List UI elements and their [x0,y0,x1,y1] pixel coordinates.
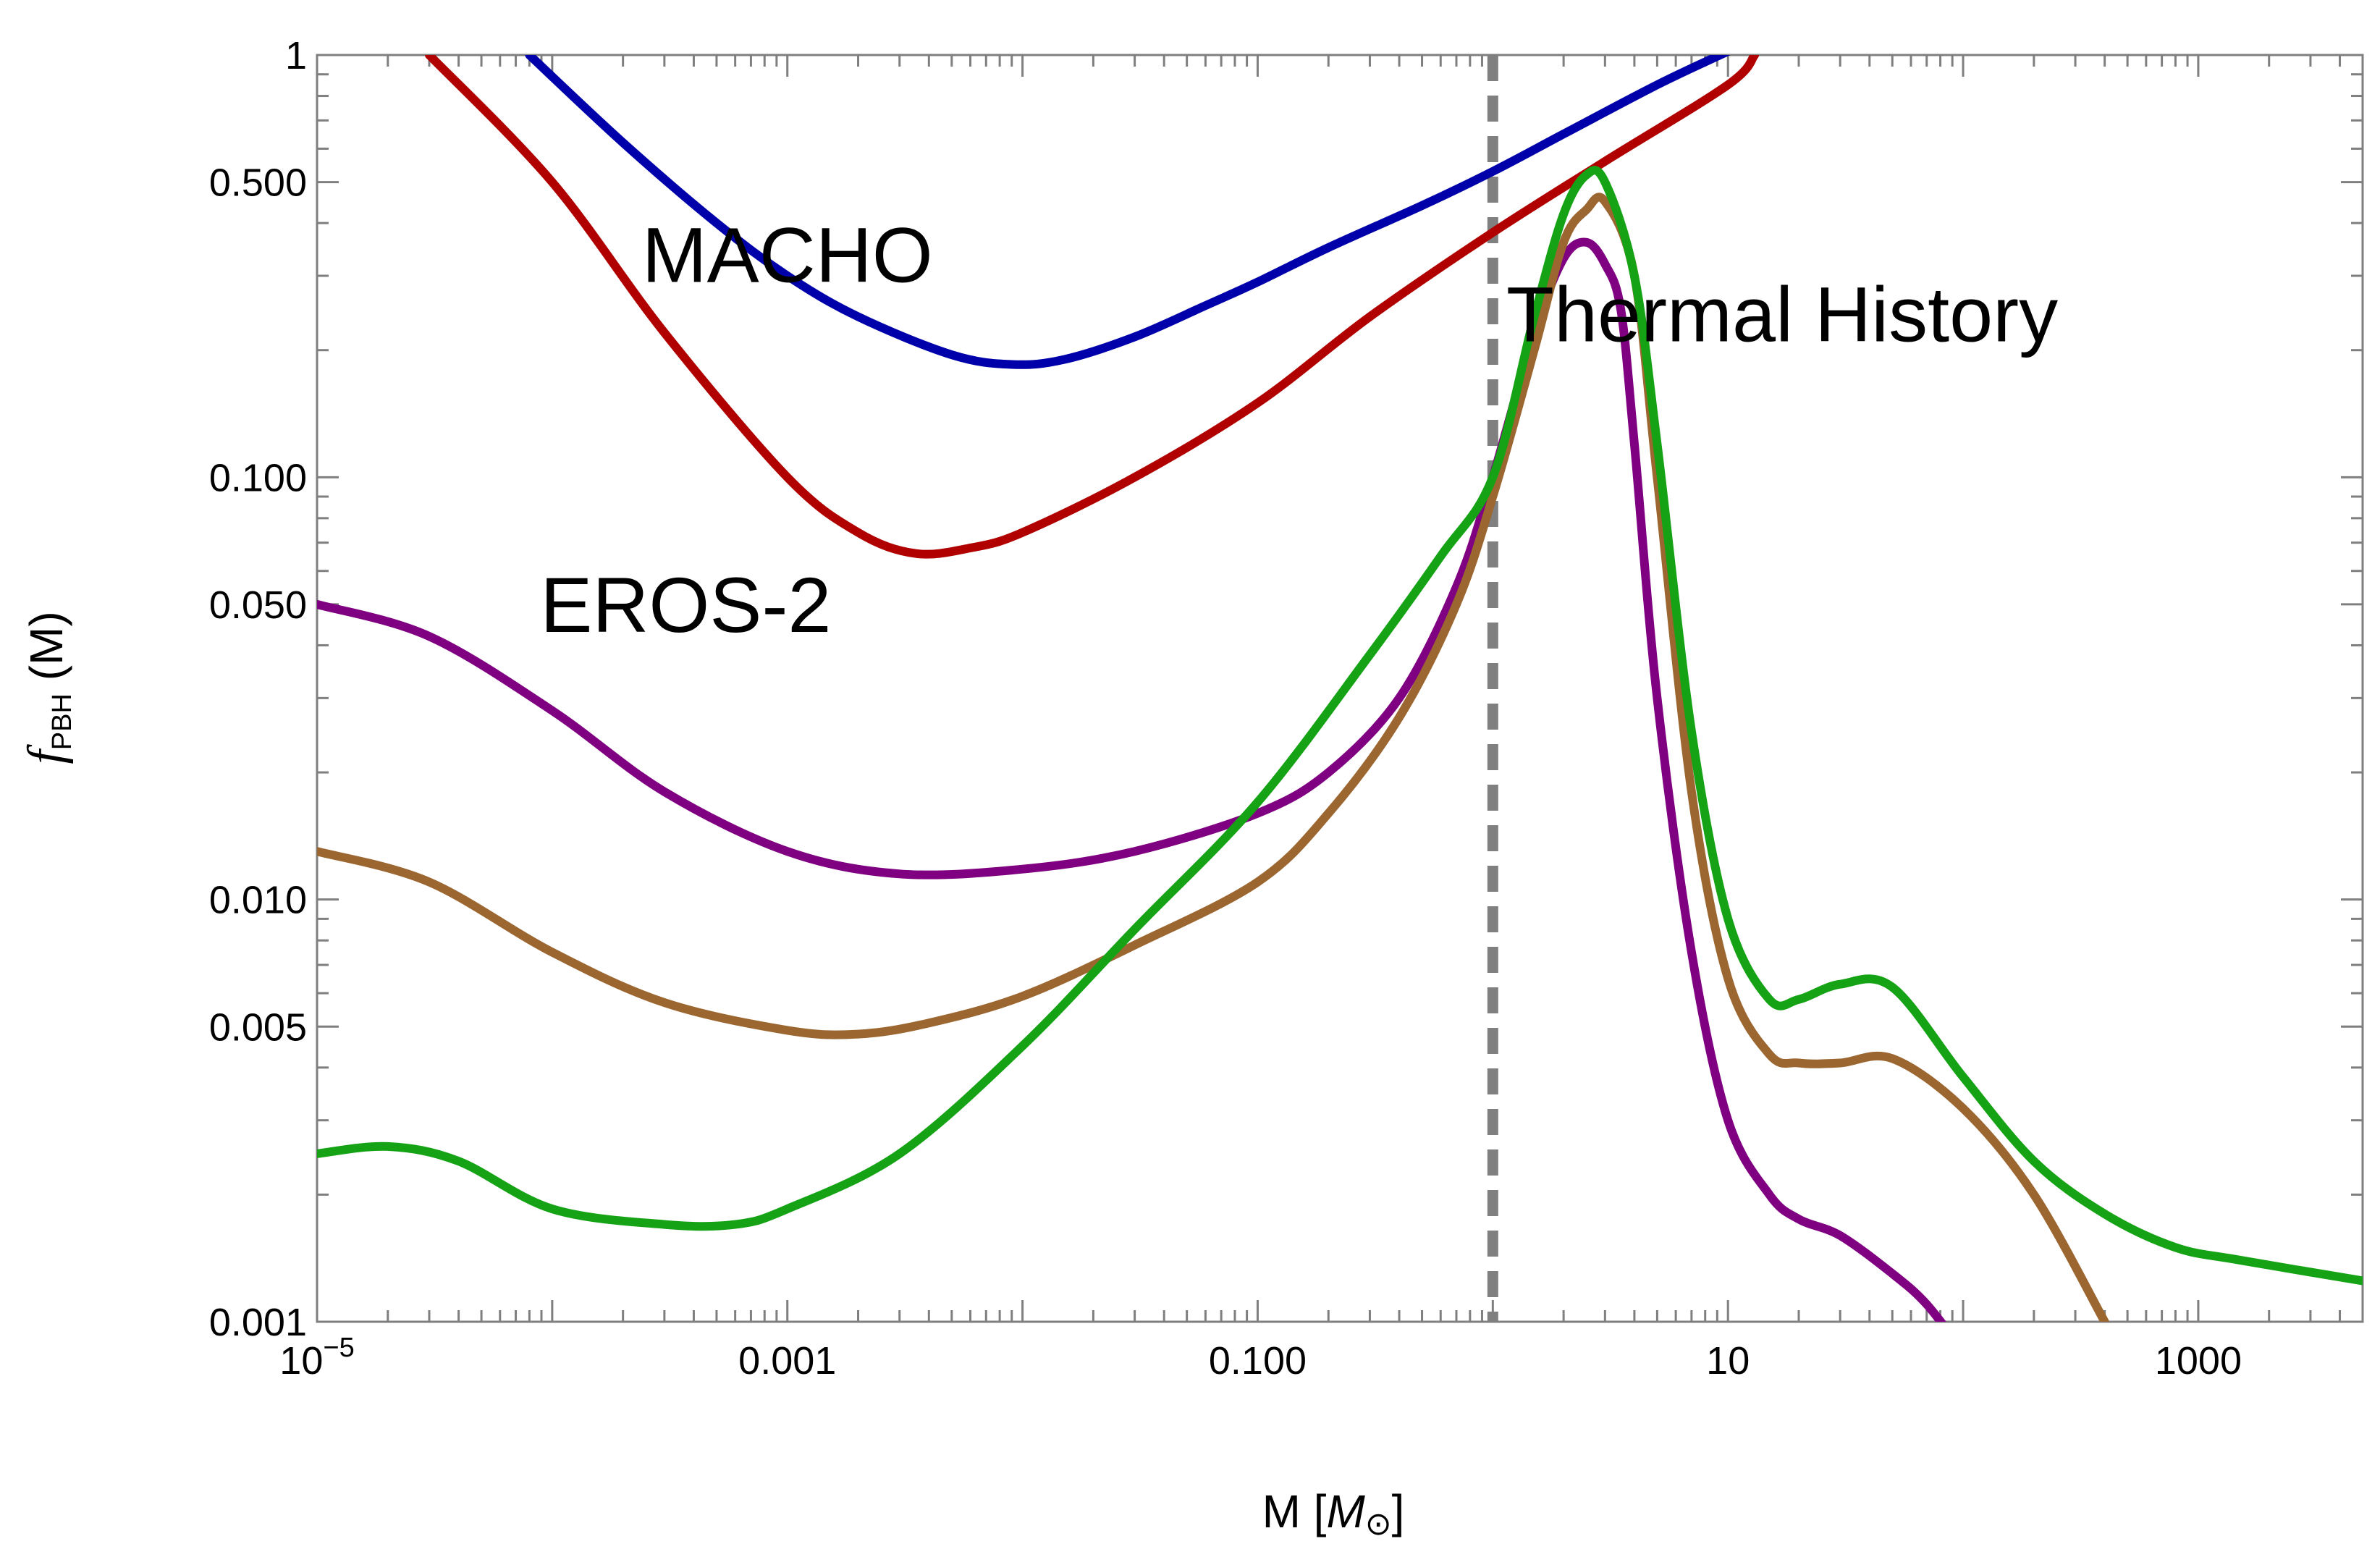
x-tick-label: 0.100 [1209,1339,1307,1383]
y-axis-title: fPBH (M) [18,611,77,764]
annotation-thermal-history: Thermal History [1506,270,2058,358]
annotation-eros-2: EROS-2 [540,561,831,649]
x-tick-label: 10−5 [279,1333,354,1383]
y-tick-label: 0.001 [209,1301,307,1344]
y-tick-label: 0.100 [209,456,307,499]
annotations: MACHO EROS-2 Thermal History [540,211,2058,649]
x-tick-label: 10 [1706,1339,1750,1383]
annotation-macho: MACHO [642,211,933,299]
y-tick-label: 0.010 [209,879,307,922]
plot-frame [316,54,2364,1323]
axis-ticks [316,54,2364,1323]
series-green [317,166,2363,1286]
series-eros-2 [425,55,1760,559]
series-purple [317,237,1946,1322]
x-axis-title: M [M⊙] [1262,1485,1405,1542]
series-group [317,55,2363,1322]
x-tick-label: 1000 [2155,1339,2242,1383]
y-tick-label: 0.500 [209,161,307,205]
x-tick-label: 0.001 [738,1339,836,1383]
y-tick-label: 0.050 [209,583,307,627]
y-tick-label: 0.005 [209,1005,307,1049]
y-tick-label: 1 [285,34,307,77]
series-macho [525,55,1731,369]
series-brown [317,193,2109,1322]
